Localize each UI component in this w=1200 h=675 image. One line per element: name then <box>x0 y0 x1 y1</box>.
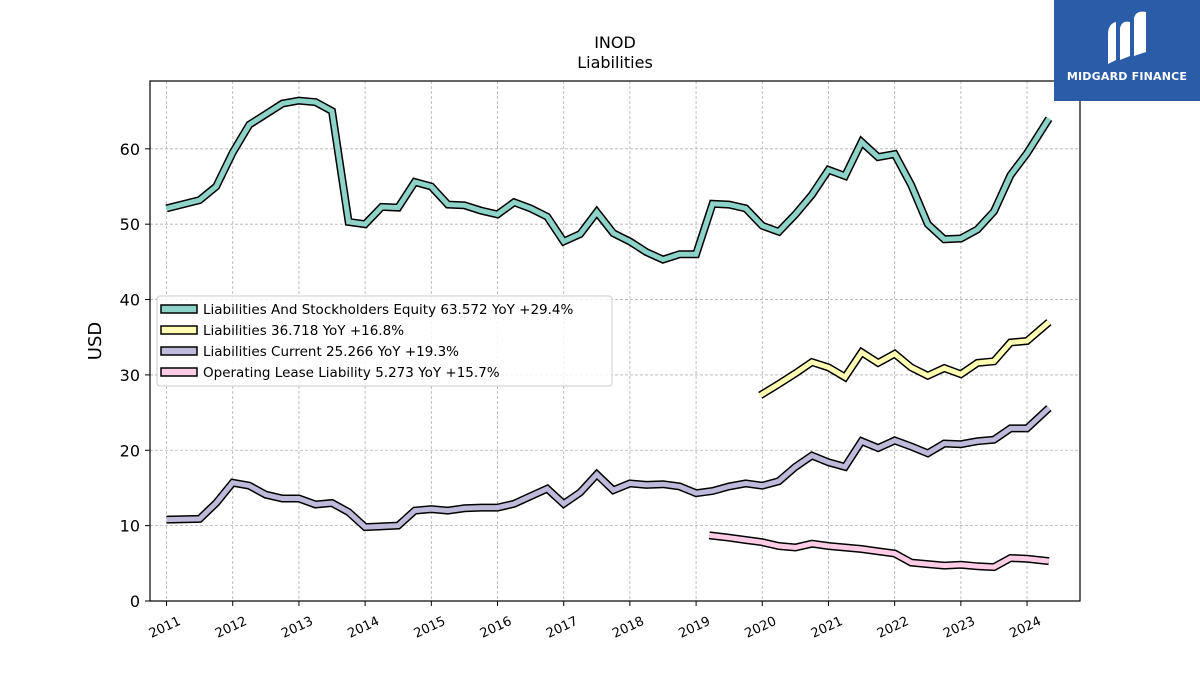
plot-frame <box>149 80 1081 602</box>
chart-title-line1: INOD <box>594 33 636 52</box>
series-1 <box>758 319 1052 399</box>
x-tick-label: 2016 <box>478 614 514 642</box>
x-tick-label: 2014 <box>345 614 381 642</box>
y-axis-label: USD <box>85 322 106 360</box>
x-tick-label: 2015 <box>412 614 448 642</box>
legend-swatch <box>160 346 198 356</box>
legend-box <box>156 295 613 387</box>
series-line <box>165 98 1052 263</box>
series-3 <box>708 531 1050 572</box>
y-tick-label: 30 <box>120 366 140 385</box>
legend-swatch <box>160 325 198 335</box>
logo-mark-icon <box>1108 11 1146 64</box>
x-tick-label: 2019 <box>676 614 712 642</box>
legend-swatch <box>160 367 198 377</box>
legend-label: Liabilities And Stockholders Equity 63.5… <box>203 302 573 318</box>
series-line <box>709 532 1050 570</box>
y-tick-label: 50 <box>120 215 140 234</box>
legend-label: Liabilities 36.718 YoY +16.8% <box>203 323 404 339</box>
axis-ticks: 0 10 20 30 40 50 60 2011 2012 2013 2014 2015 2016 201… <box>120 140 1044 642</box>
legend-label: Operating Lease Liability 5.273 YoY +15.… <box>203 365 500 381</box>
y-tick-label: 10 <box>120 517 140 536</box>
series-group <box>165 96 1053 572</box>
chart-title: INOD Liabilities <box>577 33 653 72</box>
y-tick-label: 60 <box>120 140 140 159</box>
brand-logo: MIDGARD FINANCE <box>1054 0 1200 101</box>
series-2 <box>166 405 1052 532</box>
x-tick-label: 2011 <box>147 614 183 642</box>
x-tick-label: 2020 <box>743 614 779 642</box>
x-tick-label: 2023 <box>941 614 977 642</box>
series-0 <box>165 96 1053 264</box>
x-tick-label: 2021 <box>809 614 845 642</box>
y-tick-label: 0 <box>130 592 140 611</box>
series-line <box>166 406 1051 530</box>
chart-subtitle: Liabilities <box>577 53 653 72</box>
x-tick-label: 2013 <box>279 614 315 642</box>
y-tick-label: 20 <box>120 441 140 460</box>
y-tick-label: 40 <box>120 291 140 310</box>
x-tick-label: 2024 <box>1007 614 1043 642</box>
legend-swatch <box>160 304 198 314</box>
x-tick-label: 2012 <box>213 614 249 642</box>
legend-label: Liabilities Current 25.266 YoY +19.3% <box>203 344 459 360</box>
logo-text: MIDGARD FINANCE <box>1066 70 1188 83</box>
series-line <box>758 320 1051 398</box>
x-tick-label: 2018 <box>610 614 646 642</box>
x-tick-label: 2022 <box>875 614 911 642</box>
legend: Liabilities And Stockholders Equity 63.5… <box>156 295 613 387</box>
series-line-outline <box>165 96 1053 264</box>
x-tick-label: 2017 <box>544 614 580 642</box>
